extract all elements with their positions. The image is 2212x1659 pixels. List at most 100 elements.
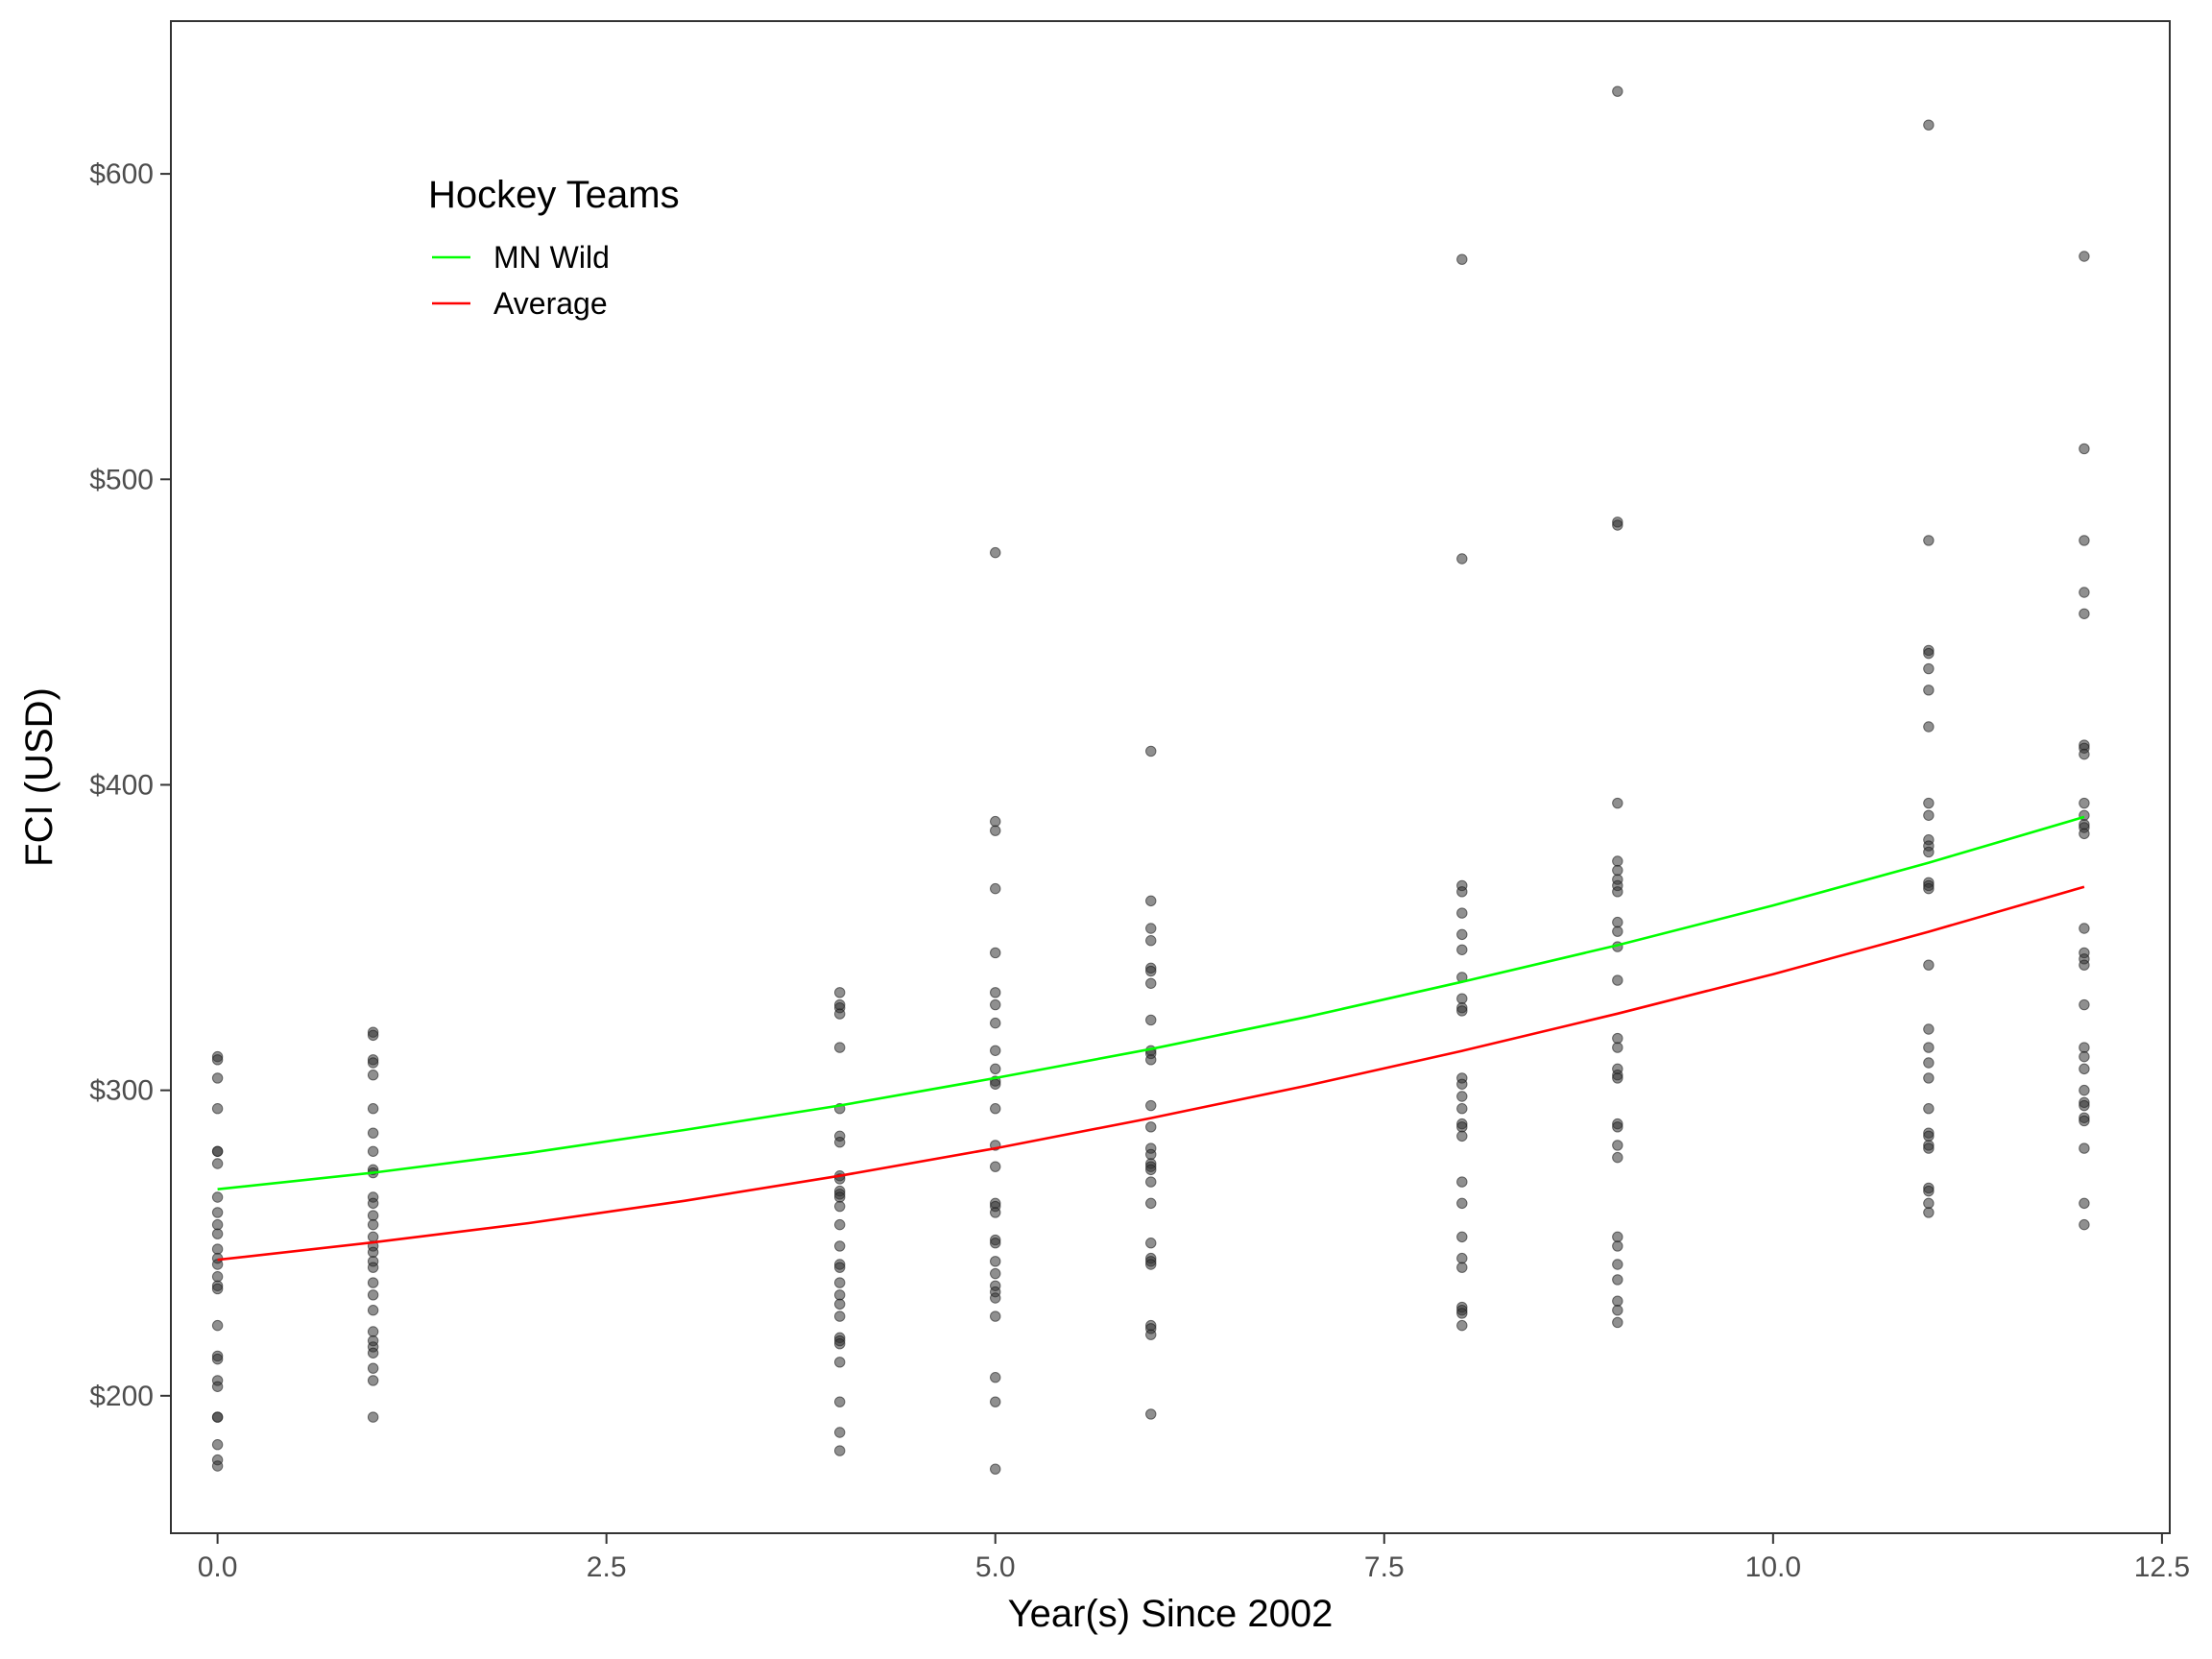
data-point	[1923, 1057, 1935, 1069]
data-point	[990, 1256, 1001, 1267]
data-point	[2079, 1115, 2090, 1127]
data-point	[990, 815, 1001, 828]
data-point	[367, 1145, 379, 1157]
data-point	[1145, 1238, 1157, 1249]
data-point	[1612, 1151, 1623, 1164]
data-point	[211, 1460, 224, 1472]
data-point	[2079, 1218, 2090, 1231]
data-point	[367, 1277, 379, 1288]
data-point	[211, 1145, 224, 1157]
data-point	[834, 1427, 846, 1438]
data-point	[1612, 1231, 1623, 1243]
data-point	[1456, 944, 1468, 955]
data-point	[2079, 998, 2090, 1011]
data-point	[834, 1277, 846, 1288]
data-point	[1923, 1130, 1935, 1142]
data-point	[2079, 1084, 2090, 1096]
data-point	[1456, 1078, 1468, 1090]
data-point	[1923, 1042, 1935, 1053]
data-point	[367, 1029, 379, 1042]
data-point	[211, 1228, 224, 1239]
legend-label: Average	[493, 286, 608, 321]
data-point	[367, 1070, 379, 1081]
data-point	[990, 1078, 1001, 1090]
data-point	[1456, 993, 1468, 1004]
data-point	[2079, 1099, 2090, 1112]
data-point	[990, 1292, 1001, 1304]
data-point	[367, 1210, 379, 1221]
data-point	[1923, 535, 1935, 546]
data-point	[211, 1103, 224, 1115]
x-tick-label: 10.0	[1745, 1551, 1801, 1583]
data-point	[2079, 797, 2090, 809]
data-point	[2079, 828, 2090, 840]
data-point	[211, 1207, 224, 1218]
data-point	[1612, 1032, 1623, 1045]
data-point	[1612, 1274, 1623, 1286]
data-point	[1612, 1042, 1623, 1053]
data-point	[1456, 886, 1468, 898]
y-tick-label: $200	[89, 1381, 154, 1412]
data-point	[1145, 1054, 1157, 1066]
data-point	[1923, 662, 1935, 675]
data-point	[1923, 119, 1935, 131]
data-point	[990, 1396, 1001, 1407]
data-point	[2079, 1042, 2090, 1053]
data-point	[990, 882, 1001, 895]
data-point	[990, 1063, 1001, 1075]
data-point	[211, 1191, 224, 1203]
data-point	[367, 1305, 379, 1316]
data-point	[2079, 251, 2090, 262]
x-tick-label: 2.5	[587, 1551, 627, 1583]
data-point	[1923, 1207, 1935, 1218]
x-tick-label: 7.5	[1364, 1551, 1405, 1583]
data-point	[1145, 1408, 1157, 1420]
data-point	[834, 1310, 846, 1322]
x-tick-label: 0.0	[198, 1551, 238, 1583]
data-point	[834, 1240, 846, 1252]
data-point	[834, 1008, 846, 1020]
data-point	[367, 1231, 379, 1243]
data-point	[1923, 1103, 1935, 1115]
x-axis-title: Year(s) Since 2002	[1008, 1593, 1334, 1635]
data-point	[1612, 1305, 1623, 1316]
data-point	[1612, 855, 1623, 867]
data-point	[1923, 647, 1935, 660]
data-point	[367, 1057, 379, 1069]
data-point	[1456, 907, 1468, 919]
data-point	[990, 1372, 1001, 1383]
data-point	[1456, 1005, 1468, 1017]
scatter-points	[211, 85, 2090, 1475]
data-point	[990, 1267, 1001, 1280]
data-point	[367, 1262, 379, 1273]
data-point	[1612, 85, 1623, 97]
data-point	[2079, 959, 2090, 971]
data-point	[367, 1197, 379, 1210]
data-point	[1456, 253, 1468, 265]
legend-title: Hockey Teams	[428, 174, 680, 216]
data-point	[1612, 1316, 1623, 1329]
data-point	[2079, 443, 2090, 455]
data-point	[211, 1271, 224, 1283]
data-point	[1612, 916, 1623, 928]
data-point	[1456, 553, 1468, 565]
data-point	[834, 1218, 846, 1231]
trend-lines	[217, 815, 2085, 1262]
data-point	[1145, 895, 1157, 907]
x-tick-label: 12.5	[2134, 1551, 2190, 1583]
data-point	[1923, 882, 1935, 895]
data-point	[1456, 1121, 1468, 1133]
x-axis: 0.0 2.5 5.0 7.5 10.0 12.5	[198, 1533, 2190, 1583]
data-point	[1612, 886, 1623, 898]
data-point	[1456, 1130, 1468, 1142]
data-point	[1923, 959, 1935, 971]
data-point	[1612, 864, 1623, 877]
data-point	[1923, 1023, 1935, 1035]
legend: Hockey Teams MN Wild Average	[428, 174, 680, 321]
data-point	[367, 1127, 379, 1139]
data-point	[834, 1191, 846, 1203]
data-point	[1923, 809, 1935, 821]
data-point	[1612, 1121, 1623, 1133]
data-point	[834, 1137, 846, 1148]
series-line-mn-wild	[217, 815, 2085, 1190]
